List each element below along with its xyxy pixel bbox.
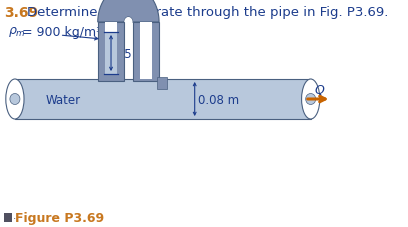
Bar	[4, 213, 11, 222]
Ellipse shape	[306, 94, 316, 105]
Bar	[15, 80, 310, 119]
Text: 2.5 m: 2.5 m	[113, 47, 146, 60]
Bar	[105, 23, 117, 33]
Ellipse shape	[302, 80, 320, 119]
Ellipse shape	[6, 80, 24, 119]
Bar	[157, 78, 167, 90]
Text: Water: Water	[46, 93, 81, 106]
Polygon shape	[98, 0, 159, 23]
Bar	[133, 23, 159, 82]
Text: = 900 kg/m³: = 900 kg/m³	[22, 25, 102, 38]
Text: Figure P3.69: Figure P3.69	[15, 211, 104, 224]
Text: 0.08 m: 0.08 m	[198, 93, 239, 106]
Text: $\rho_m$: $\rho_m$	[8, 25, 26, 39]
Text: ■: ■	[14, 217, 16, 219]
Text: Q: Q	[315, 83, 325, 96]
Ellipse shape	[10, 94, 20, 105]
Polygon shape	[124, 18, 133, 23]
Bar	[98, 23, 124, 82]
Bar	[140, 23, 152, 80]
Text: 3.69: 3.69	[4, 6, 38, 20]
Bar	[105, 33, 117, 75]
Text: Determine the flowrate through the pipe in Fig. P3.69.: Determine the flowrate through the pipe …	[27, 6, 388, 19]
